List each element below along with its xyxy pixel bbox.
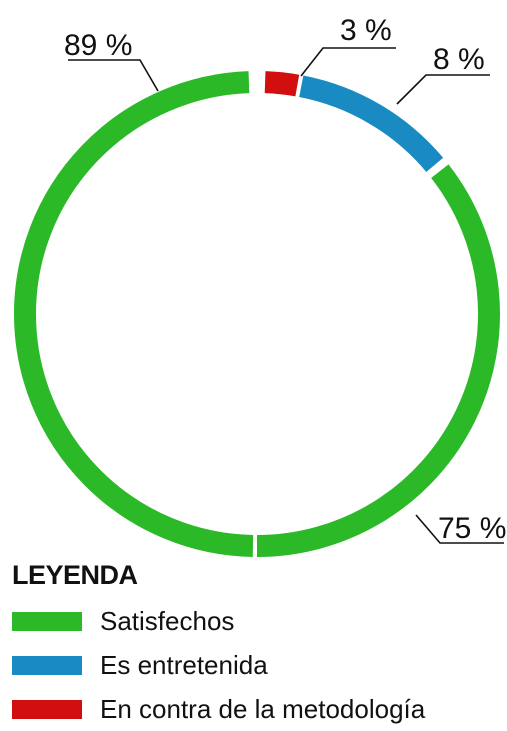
legend-item-es-entretenida: Es entretenida xyxy=(12,643,502,687)
legend-label-en-contra: En contra de la metodología xyxy=(100,693,426,724)
donut-slice-3 xyxy=(299,75,444,173)
legend-swatch-es-entretenida xyxy=(12,655,82,675)
legend-swatch-en-contra xyxy=(12,699,82,719)
leader-line-1 xyxy=(68,59,159,92)
leader-line-3 xyxy=(396,74,490,105)
legend-item-satisfechos: Satisfechos xyxy=(12,599,502,643)
legend-swatch-satisfechos xyxy=(12,611,82,631)
value-label-4: 3 % xyxy=(340,14,392,47)
legend-label-es-entretenida: Es entretenida xyxy=(100,649,268,680)
leader-line-2 xyxy=(415,514,504,544)
value-label-2: 75 % xyxy=(438,512,506,545)
legend-item-en-contra: En contra de la metodología xyxy=(12,687,502,731)
donut-slice-2 xyxy=(256,164,500,557)
legend-label-satisfechos: Satisfechos xyxy=(100,605,235,636)
donut-chart: 89 % 3 % 8 % 75 % xyxy=(14,14,506,557)
donut-slice-1 xyxy=(14,71,254,557)
value-label-3: 8 % xyxy=(433,43,485,76)
donut-slice-4 xyxy=(264,71,300,97)
leader-line-4 xyxy=(300,47,396,77)
legend: LEYENDA Satisfechos Es entretenida En co… xyxy=(12,560,502,731)
legend-title: LEYENDA xyxy=(12,560,138,590)
value-label-1: 89 % xyxy=(64,29,132,62)
